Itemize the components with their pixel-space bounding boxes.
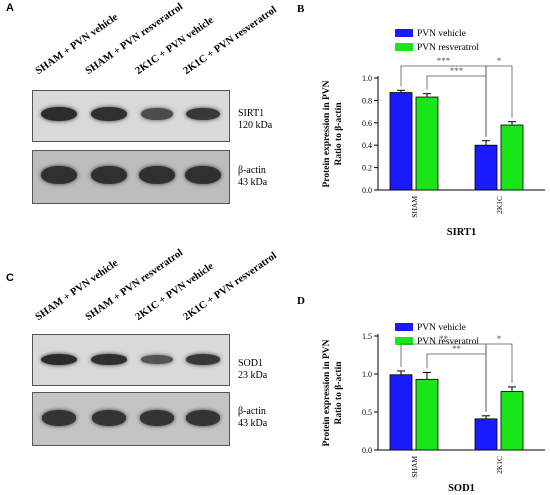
legend-label: PVN vehicle [417,29,466,39]
significance-bracket [400,65,487,137]
category-label: SHAM [410,196,419,218]
bar [474,418,498,451]
legend-label: PVN resveratrol [417,337,479,347]
legend-swatch [395,337,413,345]
blot-band [91,107,127,121]
category-label: SHAM [410,456,419,478]
blot-band [185,354,221,365]
bar [389,374,413,451]
y-tick-label: 1.0 [362,74,372,83]
legend-label: PVN resveratrol [417,43,479,53]
blot-band [139,166,175,184]
significance-label: * [497,334,502,344]
blot-actin-a [32,150,230,204]
blot-actin-c [32,392,230,446]
blot-band [41,354,77,365]
y-axis-label: Protein expression in PVN Ratio to β-acti… [322,339,344,446]
lane-label: 2K1C + PVN resveratrol [181,250,279,323]
blot-band [185,107,221,121]
blot-band [41,166,77,184]
panel-letter-a: A [6,2,14,14]
significance-label: ** [452,344,462,354]
bar [474,144,498,191]
blot-sod1-label: SOD1 23 kDa [238,358,268,381]
category-label: 2K1C [495,456,504,474]
bar-chart-sirt1: B PVN vehicle PVN resveratrol 0.0 0.2 0.4 0.6 0… [297,3,545,238]
significance-bracket [485,65,513,137]
blot-band [141,108,173,120]
blot-band [139,410,175,426]
blot-band [141,355,173,364]
blot-band [91,410,127,426]
y-tick-label: 1.0 [362,370,372,379]
lane-label: SHAM + PVN vehicle [33,11,121,78]
blot-sirt1 [32,90,230,142]
legend-swatch [395,29,413,37]
legend-swatch [395,43,413,51]
bar [389,92,413,191]
blot-sod1 [32,334,230,386]
blot-actin-c-label: β-actin 43 kDa [238,406,268,429]
y-tick-label: 0.8 [362,96,372,105]
significance-label: *** [450,66,464,76]
y-tick-label: 0.2 [362,164,372,173]
y-tick-label: 0.4 [362,141,372,150]
y-axis-label: Protein expression in PVN Ratio to β-acti… [322,80,344,187]
blot-band [91,166,127,184]
blot-band [91,354,127,365]
bar [500,391,524,451]
lane-label: SHAM + PVN resveratrol [83,1,186,77]
blot-band [185,166,221,184]
blot-band [41,107,77,121]
y-tick-label: 1.5 [362,332,372,341]
category-label: 2K1C [495,196,504,214]
legend-swatch [395,323,413,331]
x-axis-label: SOD1 [448,483,475,494]
significance-label: ** [439,334,449,344]
bar-chart-sod1: D PVN vehicle PVN resveratrol 0.0 0.5 1.0 1.5 P… [297,295,545,494]
panel-letter-c: C [6,272,14,284]
legend-label: PVN vehicle [417,323,466,333]
bar [500,124,524,191]
bar [415,96,439,191]
y-tick-label: 0.0 [362,446,372,455]
significance-label: * [497,56,502,66]
y-tick-label: 0.6 [362,119,372,128]
blot-band [185,410,221,426]
x-axis-label: SIRT1 [447,227,476,238]
panel-letter: D [297,295,305,307]
y-tick-label: 0.5 [362,408,372,417]
y-tick-label: 0.0 [362,186,372,195]
significance-bracket [485,343,513,412]
blot-sirt1-label: SIRT1 120 kDa [238,108,273,131]
lane-label: SHAM + PVN vehicle [33,257,121,323]
significance-label: *** [437,56,451,66]
blot-band [41,410,77,426]
lane-label: SHAM + PVN resveratrol [83,247,186,323]
blot-actin-a-label: β-actin 43 kDa [238,165,268,188]
bar [415,378,439,451]
panel-letter: B [297,3,305,15]
lane-label: 2K1C + PVN resveratrol [181,4,279,77]
